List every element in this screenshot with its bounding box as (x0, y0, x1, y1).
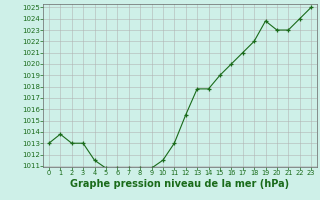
X-axis label: Graphe pression niveau de la mer (hPa): Graphe pression niveau de la mer (hPa) (70, 179, 290, 189)
